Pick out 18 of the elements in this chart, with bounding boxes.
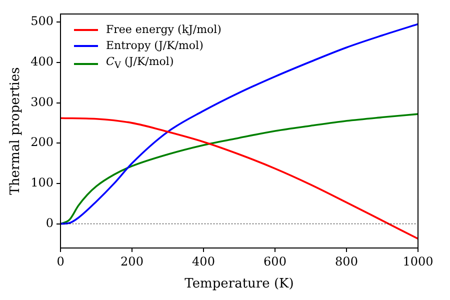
y-tick-label: 200	[30, 135, 54, 150]
legend-label: C$_{V}$ (J/K/mol)	[106, 54, 174, 74]
y-tick-label: 400	[30, 54, 54, 69]
y-axis-title: Thermal properties	[8, 67, 24, 195]
legend-label: Entropy (J/K/mol)	[106, 38, 204, 54]
x-tick-label: 400	[192, 254, 215, 268]
y-tick-label: 0	[46, 216, 54, 230]
line-series	[60, 23, 418, 225]
x-tick-label: 800	[335, 254, 358, 268]
y-tick-label: 500	[30, 14, 54, 28]
x-tick-label: 0	[56, 254, 64, 268]
x-tick-label: 600	[264, 254, 286, 268]
x-tick-label: 200	[120, 254, 144, 268]
x-tick-label: 1000	[402, 254, 434, 268]
x-axis-title: Temperature (K)	[184, 276, 294, 292]
legend-label: Free energy (kJ/mol)	[106, 22, 222, 38]
y-tick-label: 300	[30, 94, 54, 109]
y-tick-label: 100	[30, 176, 54, 190]
